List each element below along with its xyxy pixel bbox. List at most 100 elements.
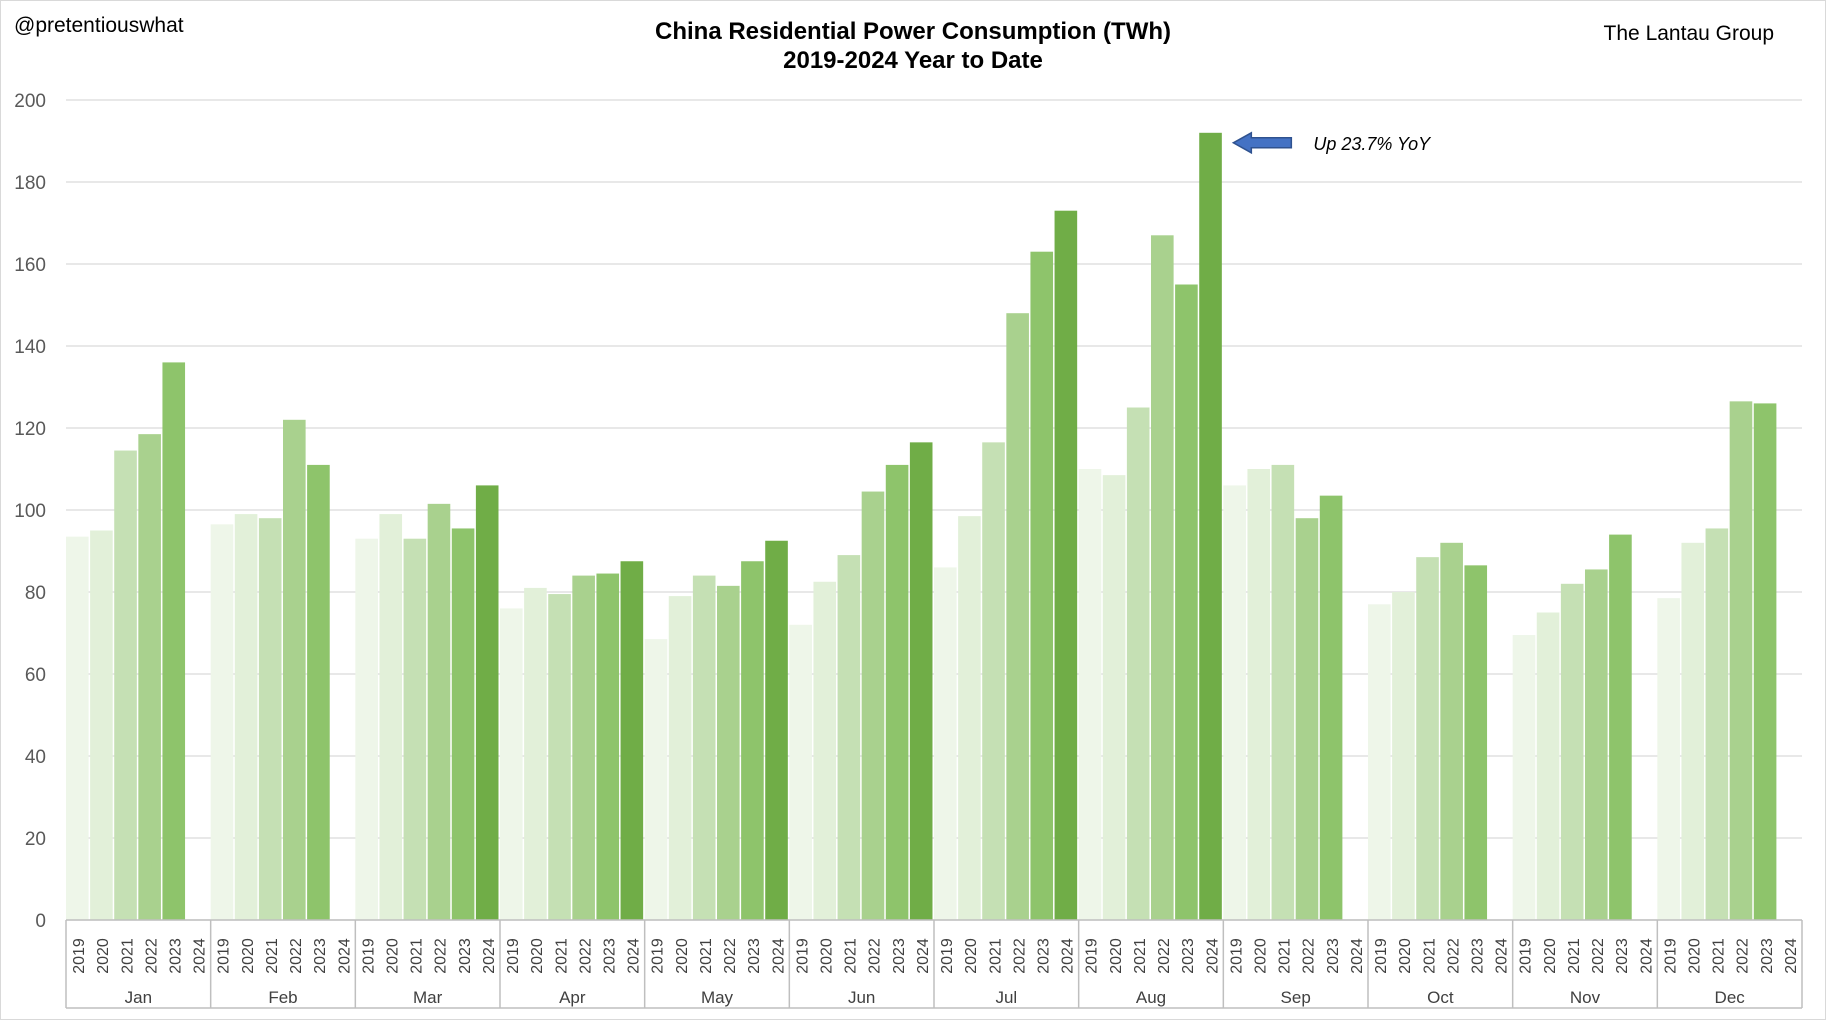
bar [1729,401,1753,921]
x-year-label: 2022 [722,938,739,974]
bar [885,464,909,920]
bar [1223,485,1246,920]
x-year-label: 2020 [385,938,402,974]
x-year-label: 2021 [1277,938,1294,974]
bar [1681,542,1705,920]
bar [1392,592,1415,920]
bar [1175,284,1198,920]
bar [1199,132,1222,921]
bar [644,639,668,920]
chart-subtitle: 2019-2024 Year to Date [783,47,1043,74]
y-tick-label: 180 [14,173,46,194]
x-year-label: 2023 [312,938,329,974]
bar [837,555,861,920]
bar [668,596,692,920]
x-year-label: 2020 [1108,938,1125,974]
bar [1464,565,1488,920]
x-year-label: 2021 [1132,938,1149,974]
bar [1585,569,1608,920]
y-tick-label: 200 [14,91,46,112]
x-year-label: 2022 [1156,938,1173,974]
bar [765,540,788,920]
x-year-label: 2019 [360,938,377,974]
bar [66,536,89,920]
bar [1368,604,1391,920]
x-year-label: 2023 [602,938,619,974]
bar [1271,464,1295,920]
bar [1102,475,1126,920]
bar [1151,235,1174,921]
y-tick-label: 80 [25,583,46,604]
bar [162,362,186,920]
bar [475,485,499,920]
x-category-label: Sep [1281,988,1311,1007]
bar [692,575,716,920]
bar [138,434,161,920]
x-year-label: 2023 [746,938,763,974]
bar [1512,635,1536,920]
x-year-label: 2024 [192,938,209,974]
x-year-label: 2023 [168,938,185,974]
x-year-label: 2022 [577,938,594,974]
x-year-label: 2021 [553,938,570,974]
bar [909,442,933,920]
x-year-label: 2019 [71,938,88,974]
x-category-label: Apr [559,988,586,1007]
bar [596,573,620,920]
bar [451,528,475,920]
bar [427,503,451,920]
bar [861,491,885,920]
bar [572,575,595,920]
x-category-label: Jul [995,988,1017,1007]
x-year-label: 2021 [1711,938,1728,974]
y-tick-label: 60 [25,665,46,686]
x-category-label: Jun [848,988,875,1007]
x-year-label: 2023 [457,938,474,974]
x-year-label: 2019 [939,938,956,974]
x-year-label: 2024 [336,938,353,974]
bar [1078,469,1102,920]
x-year-label: 2022 [143,938,160,974]
x-year-label: 2024 [1638,938,1655,974]
bar [1030,251,1054,920]
x-category-label: Dec [1715,988,1746,1007]
author-handle: @pretentiouswhat [14,14,184,37]
x-year-label: 2023 [1180,938,1197,974]
bar [403,538,427,920]
x-category-label: May [701,988,734,1007]
x-year-label: 2023 [1325,938,1342,974]
y-tick-label: 120 [14,419,46,440]
bar [379,514,403,920]
bar [90,530,113,920]
bar [114,450,137,920]
bar [1536,612,1560,920]
bar [813,581,837,920]
bar [524,587,547,920]
x-year-label: 2022 [433,938,450,974]
y-tick-label: 0 [35,911,46,932]
x-year-label: 2022 [288,938,305,974]
bar [1247,469,1271,920]
bar [1416,557,1439,920]
bar [234,514,258,920]
bar [258,518,282,920]
x-year-label: 2024 [1204,938,1221,974]
x-category-label: Jan [125,988,152,1007]
bar [958,516,981,920]
x-year-label: 2020 [1397,938,1414,974]
y-tick-label: 100 [14,501,46,522]
x-year-label: 2019 [1228,938,1245,974]
x-year-label: 2019 [505,938,522,974]
x-year-label: 2023 [891,938,908,974]
y-tick-label: 40 [25,747,46,768]
bar [1657,598,1680,920]
x-category-label: Feb [268,988,297,1007]
x-year-label: 2021 [264,938,281,974]
x-year-label: 2024 [1060,938,1077,974]
x-category-label: Mar [413,988,443,1007]
x-year-label: 2022 [1445,938,1462,974]
bar [307,464,330,920]
x-year-label: 2023 [1759,938,1776,974]
y-tick-label: 160 [14,255,46,276]
